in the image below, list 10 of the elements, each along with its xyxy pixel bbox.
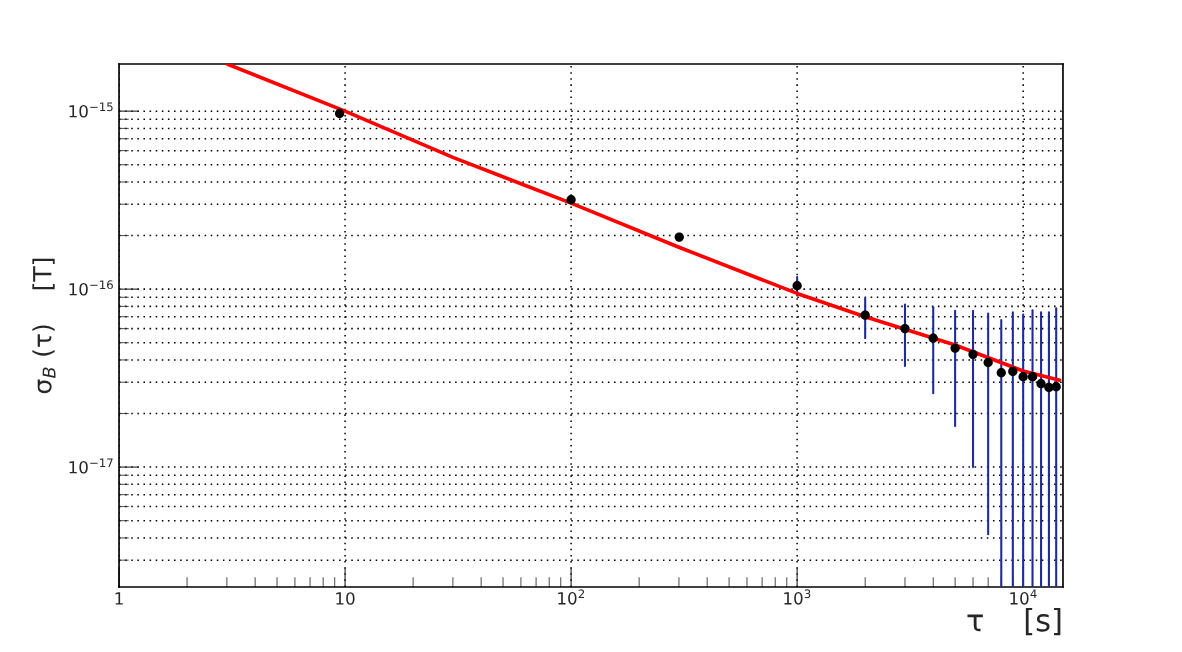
x-tick-label: 10$^{4}$: [1010, 589, 1037, 605]
x-axis-title: τ [s]: [967, 607, 1061, 636]
x-tick-label: 10: [336, 592, 355, 605]
y-tick-label: 10$^{−16}$: [69, 280, 113, 296]
y-axis-title: σ$_{B}$ (τ) [T]: [32, 258, 56, 394]
x-tick-label: 1: [115, 592, 123, 605]
x-tick-label: 10$^{3}$: [784, 589, 811, 605]
y-tick-label: 10$^{−15}$: [69, 102, 113, 118]
x-tick-label: 10$^{2}$: [558, 589, 585, 605]
y-tick-label: 10$^{−17}$: [69, 458, 113, 474]
